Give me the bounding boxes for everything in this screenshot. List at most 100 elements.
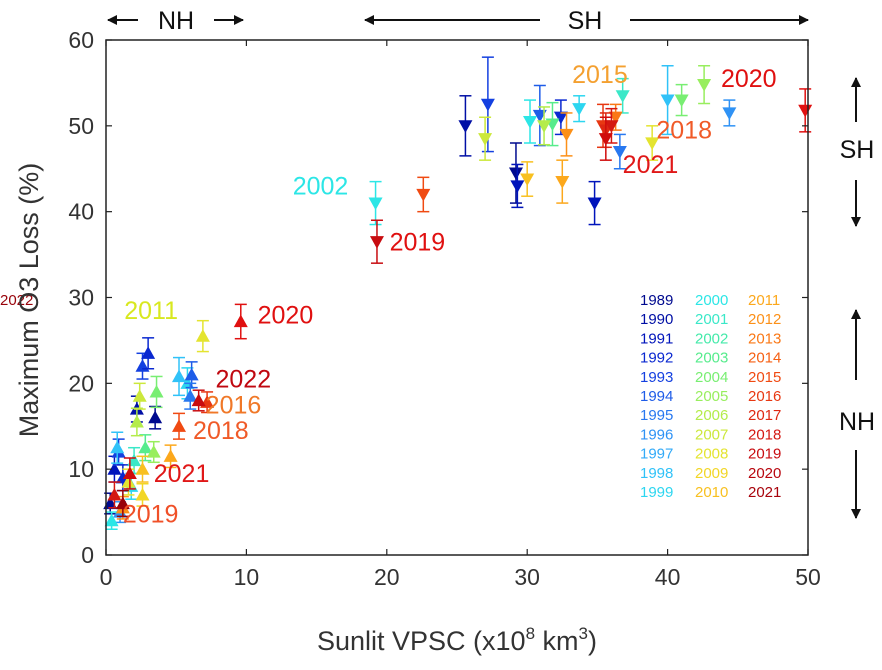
data-point-nh bbox=[172, 412, 187, 440]
annotation-label: 2021 bbox=[623, 151, 679, 179]
data-point-nh bbox=[129, 407, 144, 437]
legend-entry: 2000 bbox=[695, 292, 728, 309]
legend-entry: 2017 bbox=[748, 407, 781, 424]
marker-triangle-down bbox=[510, 180, 525, 193]
legend-entry: 2020 bbox=[748, 465, 781, 482]
data-point-nh bbox=[104, 511, 119, 530]
legend-entry: 1997 bbox=[640, 446, 673, 463]
legend-entry: 2012 bbox=[748, 311, 781, 328]
data-point-sh bbox=[697, 65, 712, 105]
data-point-sh bbox=[645, 125, 660, 161]
x-tick-label: 30 bbox=[514, 564, 540, 590]
data-point-nh bbox=[233, 303, 248, 340]
annotation-label: 2011 bbox=[124, 297, 178, 325]
data-point-sh bbox=[510, 163, 525, 209]
marker-triangle-down bbox=[722, 107, 737, 120]
marker-triangle-up bbox=[129, 414, 144, 428]
marker-triangle-up bbox=[195, 329, 210, 342]
data-point-sh bbox=[545, 101, 560, 147]
data-point-nh bbox=[135, 483, 150, 507]
top-hemisphere-arrows: NH SH bbox=[107, 7, 809, 35]
marker-triangle-down bbox=[697, 79, 712, 92]
marker-triangle-up bbox=[184, 367, 199, 381]
data-point-sh bbox=[369, 219, 384, 264]
data-point-sh bbox=[523, 99, 538, 144]
marker-triangle-up bbox=[122, 466, 137, 480]
data-point-sh bbox=[559, 112, 574, 157]
annotation-label: 2002 bbox=[293, 173, 349, 201]
marker-triangle-down bbox=[480, 98, 495, 112]
marker-triangle-up bbox=[132, 389, 147, 402]
x-tick-label: 20 bbox=[374, 564, 400, 590]
top-sh-label: SH bbox=[568, 7, 603, 35]
right-hemisphere-arrows: SH NH bbox=[839, 77, 875, 519]
x-tick-label: 50 bbox=[795, 564, 821, 590]
data-point-sh bbox=[555, 159, 570, 204]
annotation-label: 2018 bbox=[656, 117, 712, 145]
x-axis-label-unit: km bbox=[535, 626, 579, 656]
marker-triangle-down bbox=[416, 188, 431, 202]
data-point-sh bbox=[722, 99, 737, 127]
data-point-sh bbox=[604, 107, 619, 144]
legend-entry: 2022 bbox=[0, 292, 33, 309]
data-point-nh bbox=[149, 375, 164, 409]
marker-triangle-up bbox=[172, 419, 187, 432]
data-point-sh bbox=[458, 95, 473, 157]
data-point-sh bbox=[660, 65, 675, 136]
marker-triangle-down bbox=[645, 137, 660, 150]
x-tick-label: 10 bbox=[234, 564, 260, 590]
legend-entry: 2015 bbox=[748, 369, 781, 386]
marker-triangle-down bbox=[458, 120, 473, 133]
y-axis-label: Maximum O3 Loss (%) bbox=[14, 163, 44, 438]
legend-entry: 2016 bbox=[748, 388, 781, 405]
y-tick-label: 40 bbox=[68, 199, 94, 225]
y-tick-label: 30 bbox=[68, 285, 94, 311]
legend-entry: 1999 bbox=[640, 484, 673, 501]
data-point-nh bbox=[115, 489, 130, 518]
legend-entry: 1996 bbox=[640, 426, 673, 443]
legend-entry: 2010 bbox=[695, 484, 728, 501]
marker-triangle-down bbox=[555, 176, 570, 189]
annotation-label: 2020 bbox=[258, 301, 314, 329]
legend: 1989 1990 1991 1992 1993 1994 1995 1996 1997 1998… bbox=[0, 292, 781, 501]
y-tick-label: 20 bbox=[68, 370, 94, 396]
marker-triangle-down bbox=[615, 90, 630, 103]
marker-triangle-down bbox=[523, 115, 538, 129]
annotation-label: 2018 bbox=[193, 417, 249, 445]
x-axis-label: Sunlit VPSC (x108 km3) bbox=[317, 624, 597, 656]
data-point-sh bbox=[416, 176, 431, 213]
data-point-nh bbox=[183, 382, 198, 410]
marker-triangle-up bbox=[172, 369, 187, 383]
marker-triangle-up bbox=[115, 496, 130, 510]
x-axis-label-main: Sunlit VPSC (x10 bbox=[317, 626, 526, 656]
marker-triangle-up bbox=[110, 440, 125, 454]
legend-entry: 2006 bbox=[695, 407, 728, 424]
y-tick-label: 50 bbox=[68, 113, 94, 139]
legend-entry: 2004 bbox=[695, 369, 728, 386]
data-point-sh bbox=[598, 116, 613, 161]
legend-entry: 2018 bbox=[748, 426, 781, 443]
data-point-sh bbox=[368, 180, 383, 226]
marker-triangle-up bbox=[107, 487, 122, 501]
data-point-nh bbox=[191, 389, 206, 412]
marker-triangle-up bbox=[191, 393, 206, 407]
legend-entry: 1991 bbox=[640, 330, 673, 347]
data-point-sh bbox=[612, 133, 627, 170]
data-point-nh bbox=[195, 319, 210, 353]
marker-triangle-up bbox=[183, 389, 198, 402]
annotation-label: 2015 bbox=[572, 61, 628, 89]
marker-triangle-down bbox=[368, 197, 383, 211]
legend-entry: 2003 bbox=[695, 350, 728, 367]
legend-entry: 2011 bbox=[748, 292, 780, 309]
x-axis-label-sup2: 3 bbox=[579, 624, 588, 643]
marker-triangle-down bbox=[572, 103, 587, 116]
data-point-sh bbox=[572, 95, 587, 123]
data-point-sh bbox=[508, 142, 523, 204]
marker-triangle-down bbox=[798, 104, 813, 118]
y-tick-label: 0 bbox=[81, 542, 94, 568]
legend-entry: 1990 bbox=[640, 311, 673, 328]
data-point-nh bbox=[122, 457, 137, 490]
legend-entry: 1995 bbox=[640, 407, 673, 424]
legend-entry: 1998 bbox=[640, 465, 673, 482]
